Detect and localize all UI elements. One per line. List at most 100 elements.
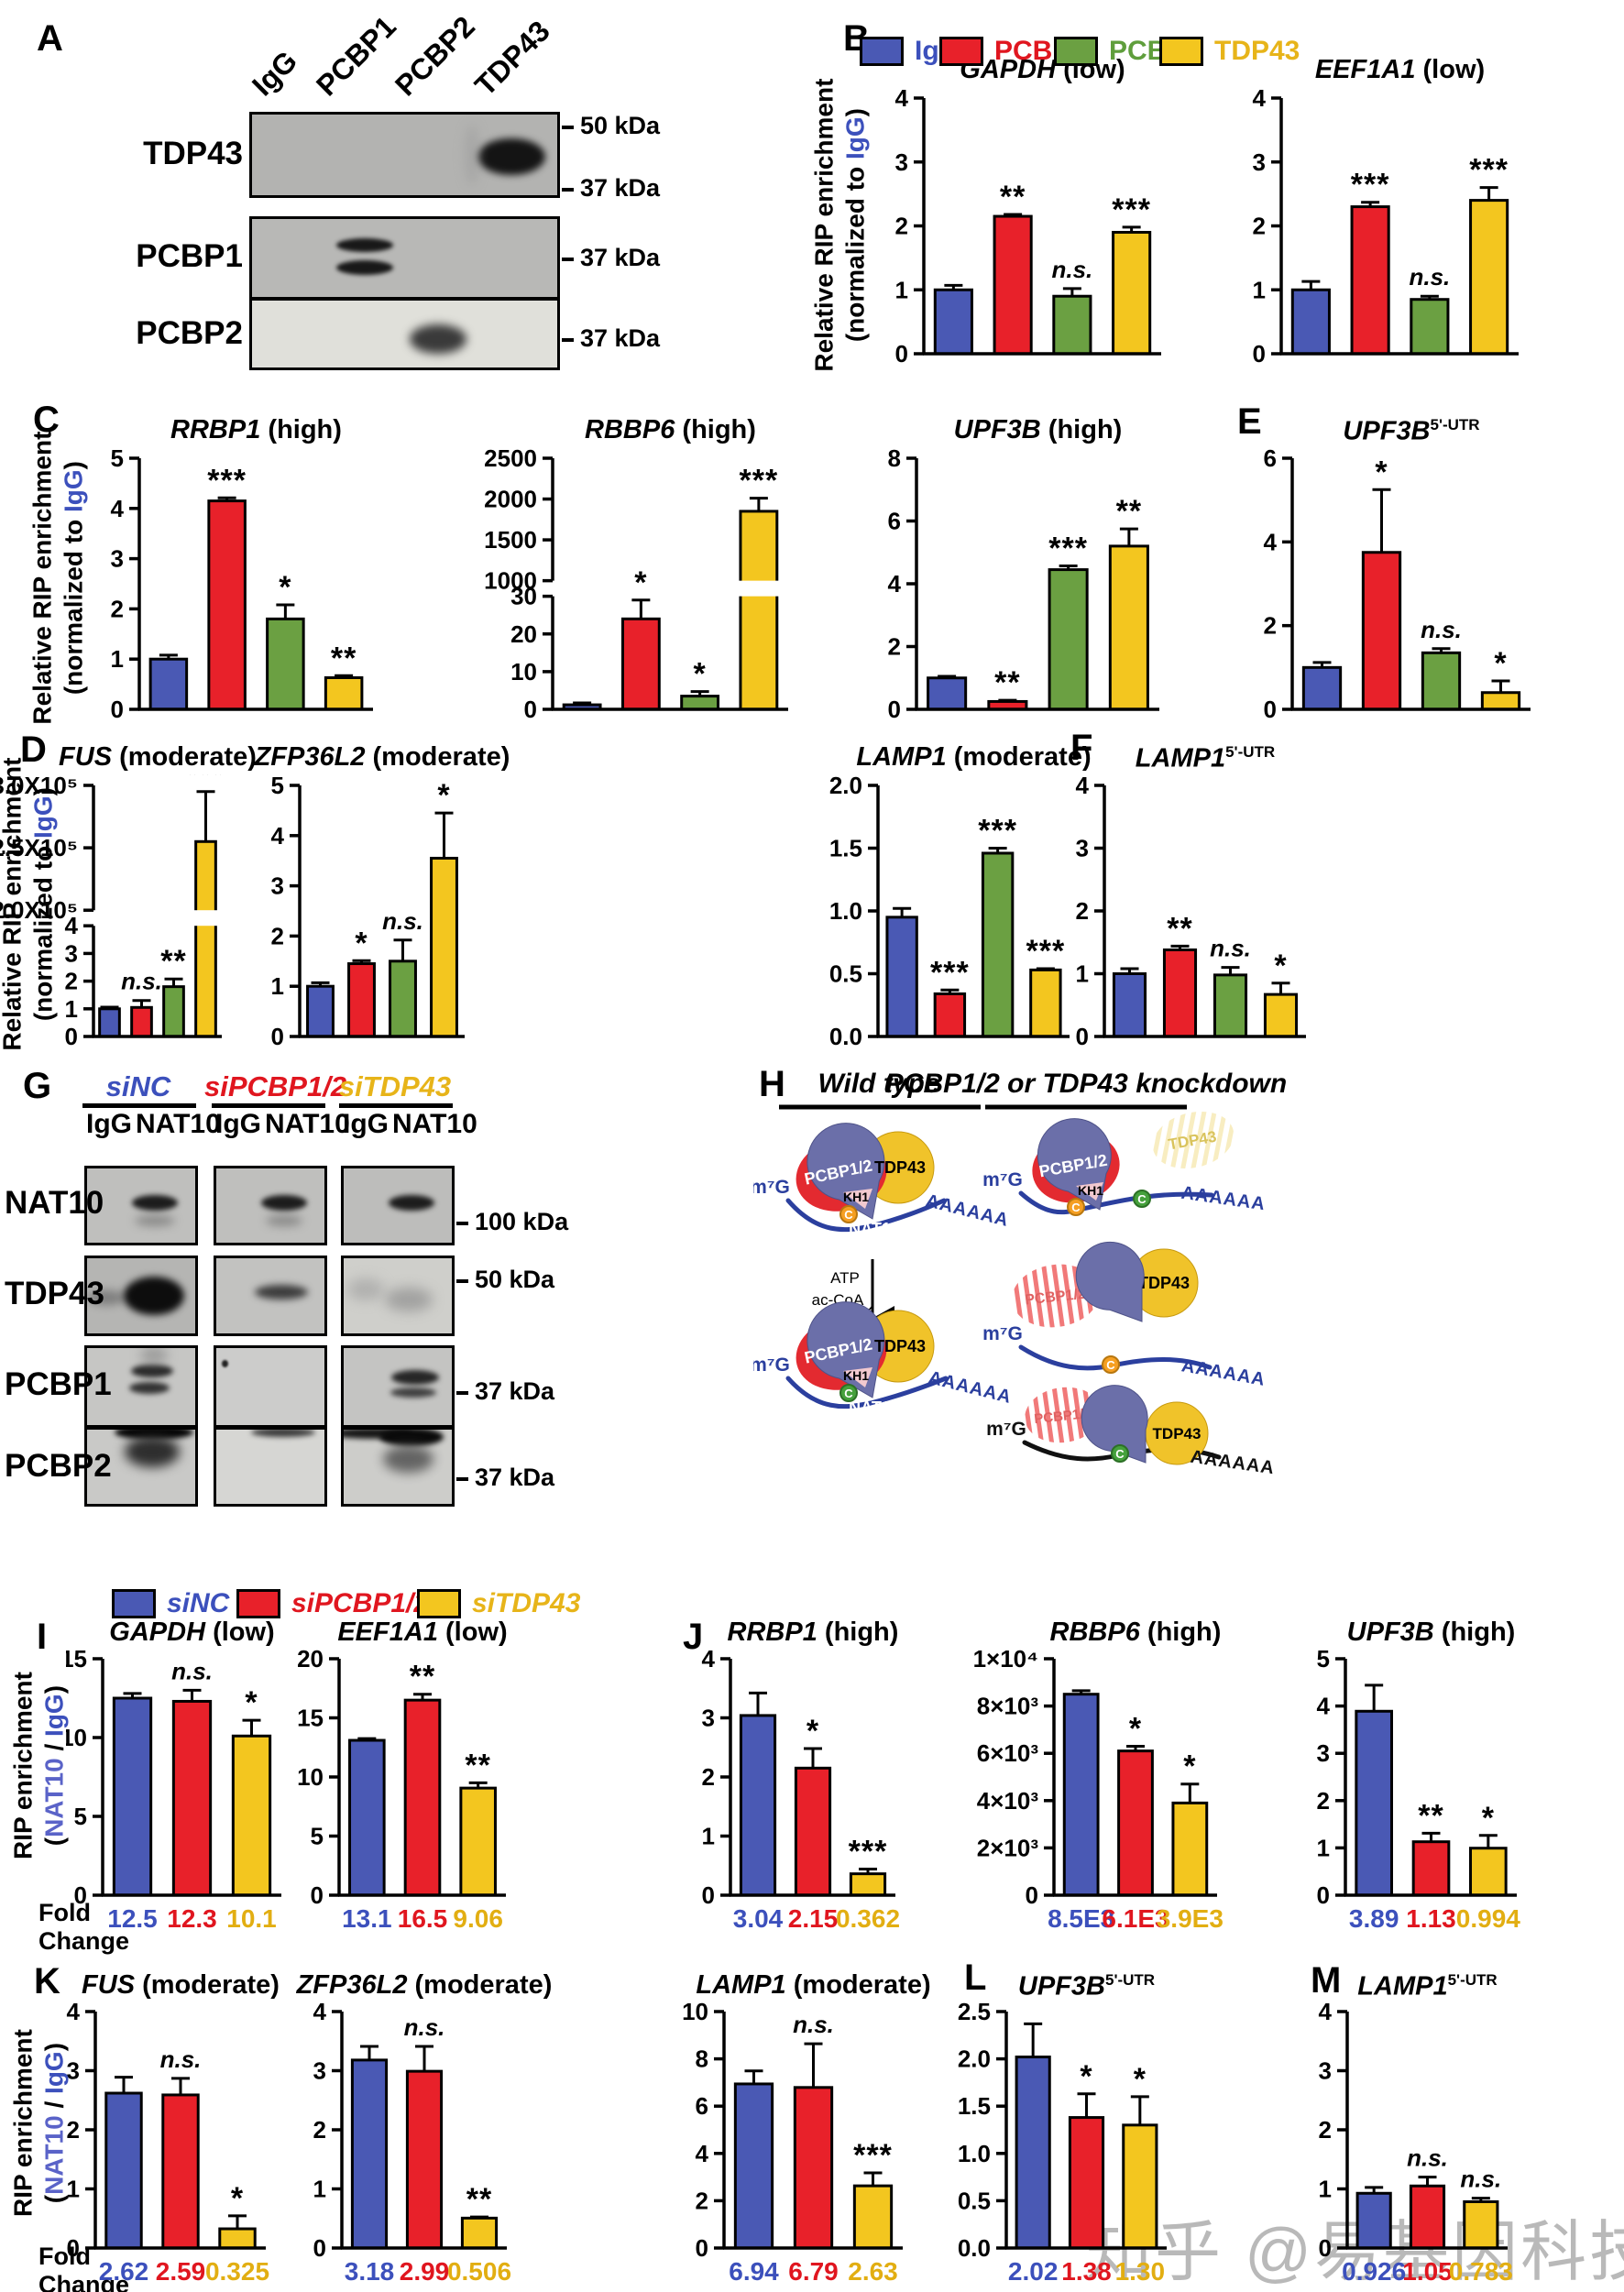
y-tick-label: 1 [1253, 276, 1266, 303]
polya-label: AAAAAA [927, 1367, 1014, 1408]
y-tick-label: 8 [696, 2045, 708, 2073]
blot-row-label-NAT10: NAT10 [5, 1185, 104, 1221]
bar [993, 214, 1033, 356]
panel-label-E: E [1237, 401, 1262, 442]
y-tick-label: 3 [1076, 835, 1089, 862]
sig-label: * [231, 2181, 244, 2216]
bar [1410, 298, 1450, 356]
panel-label-H: H [759, 1064, 785, 1104]
chart-title-gene: UPF3B [953, 415, 1041, 444]
sig-label: ** [160, 944, 186, 979]
y-axis-label-line: (normalized to IgG) [27, 721, 59, 1088]
y-axis-label-line: Relative RIP enrichment [27, 395, 58, 762]
y-tick-label: 4 [1319, 2002, 1333, 2025]
y-tick-label: 1.5 [958, 2092, 991, 2120]
bar [1068, 2116, 1105, 2250]
panel-label-K: K [34, 1961, 60, 2001]
y-tick-label: 2500 [484, 447, 537, 472]
acetyl-c-label: C [1106, 1358, 1115, 1372]
bar [933, 288, 973, 356]
y-tick-label: 3.0X10⁵ [0, 774, 78, 799]
y-tick-label: 0 [1076, 1023, 1089, 1049]
y-axis-label-segment: IgG [840, 116, 869, 160]
blot-band [336, 238, 394, 253]
blot-G-TDP43-siNC [84, 1256, 198, 1336]
bar [104, 2091, 143, 2250]
fold-change-caption-line: Change [38, 2271, 130, 2292]
y-axis-label-segment: ) [39, 2042, 68, 2052]
bar [460, 2216, 499, 2250]
chart-C3: 0 2 4 6 8 ** *** ** [857, 444, 1173, 723]
y-tick-label: 0 [313, 2234, 326, 2262]
sig-label: n.s. [1421, 616, 1462, 643]
bar [1052, 294, 1092, 356]
acetyl-c-label: C [1071, 1201, 1081, 1214]
bar [1108, 544, 1149, 711]
acetyl-c-site [839, 1384, 858, 1402]
y-tick-label: 2 [1264, 612, 1277, 640]
fold-change-value: 6.79 [788, 2257, 839, 2286]
fold-change-value: 8.5E3 [1048, 1904, 1114, 1933]
bar [1355, 1709, 1393, 1897]
y-tick-label: 2.0 [958, 2045, 991, 2073]
bar [849, 1872, 887, 1897]
legend-swatch-PCBP1 [939, 37, 983, 66]
fold-change-value: 9.06 [453, 1904, 503, 1933]
chart-svg-K1: 0 1 2 3 4 2.62 n.s. 2.59 * 0.325 [67, 1998, 270, 2286]
chart-title-D2: ZFP36L2 (moderate) [254, 742, 510, 772]
kh1-label: KH1 [843, 1368, 869, 1383]
blot-band [254, 1284, 308, 1300]
y-tick-label: 2.0X10⁵ [0, 896, 78, 924]
fold-change-value: 10.1 [226, 1904, 277, 1933]
sig-label: ** [1116, 494, 1142, 529]
y-tick-label: 2 [271, 922, 284, 949]
pcbp12-ghost-label: PCBP1/2 [1034, 1406, 1092, 1427]
fold-change-caption-line: Fold [38, 2243, 91, 2270]
sig-label: n.s. [121, 968, 162, 995]
y-tick-label: 1 [313, 2176, 326, 2203]
y-tick-label: 3 [1253, 148, 1266, 176]
y-tick-label: 20 [297, 1650, 324, 1672]
bar [739, 510, 779, 711]
blot-row-label-TDP43: TDP43 [143, 136, 243, 171]
bar [266, 617, 305, 711]
bar [405, 2069, 444, 2250]
bar [130, 1005, 153, 1038]
y-tick-label: 0.0 [958, 2234, 991, 2262]
polya-label: AAAAAA [1180, 1355, 1267, 1390]
bar [347, 962, 376, 1038]
blot-G-NAT10-siPCBP1/2 [214, 1166, 327, 1245]
blot-band [383, 1445, 434, 1474]
legend-swatch-TDP43 [1159, 37, 1203, 66]
blot-band [266, 1214, 303, 1226]
y-tick-label: 2 [696, 2187, 708, 2214]
sig-label: ** [1000, 180, 1026, 214]
y-axis-label-line: (NAT10 / IgG) [38, 1583, 70, 1949]
chart-svg-J2: 0 2×10³ 4×10³ 6×10³ 8×10³ 1×10⁴ 8.5E3 * 6.1E3 * 3.… [973, 1645, 1223, 1933]
y-tick-label: 4 [313, 2002, 327, 2025]
sig-label: *** [207, 463, 247, 498]
group-underline [339, 1103, 453, 1108]
y-tick-label: 0 [111, 696, 124, 722]
acetyl-c-label: C [844, 1387, 853, 1400]
fold-change-value: 3.04 [733, 1904, 784, 1933]
fold-change-value: 0.926 [1342, 2257, 1406, 2286]
y-tick-label: 4 [895, 87, 909, 112]
marker-tick [456, 1476, 468, 1481]
y-tick-label: 0.5 [958, 2187, 991, 2214]
y-axis-label-segment: RIP enrichment [8, 1672, 38, 1860]
bar [112, 1696, 153, 1897]
y-tick-label: 5 [111, 447, 124, 472]
y-tick-label: 1 [1076, 960, 1089, 988]
bar [680, 695, 720, 711]
blot-band [384, 1288, 433, 1312]
fold-change-value: 0.362 [836, 1904, 900, 1933]
chart-svg-F1: 0 1 2 3 4 ** n.s. * [1076, 772, 1306, 1050]
y-tick-label: 4 [888, 570, 902, 598]
y-tick-label: 2.5 [958, 2002, 991, 2025]
legend-item-siNC: siNC [112, 1589, 229, 1618]
chart-title-gene: RRBP1 [170, 415, 261, 444]
